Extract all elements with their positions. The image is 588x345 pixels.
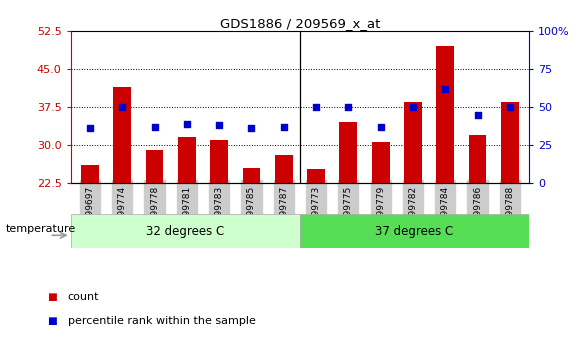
Bar xyxy=(372,142,389,183)
Bar xyxy=(501,102,519,183)
Point xyxy=(85,126,95,131)
Point xyxy=(182,121,192,126)
Point xyxy=(118,104,127,110)
Point xyxy=(279,124,289,129)
Bar xyxy=(81,165,99,183)
Bar xyxy=(242,168,260,183)
Bar xyxy=(146,150,163,183)
Point xyxy=(473,112,482,117)
Bar xyxy=(469,135,486,183)
Bar xyxy=(71,214,300,248)
Text: 37 degrees C: 37 degrees C xyxy=(375,225,454,238)
Point xyxy=(376,124,385,129)
Point xyxy=(505,104,514,110)
Bar xyxy=(300,214,529,248)
Bar xyxy=(307,169,325,183)
Text: 32 degrees C: 32 degrees C xyxy=(146,225,225,238)
Point xyxy=(215,122,224,128)
Point xyxy=(311,104,320,110)
Bar xyxy=(404,102,422,183)
Bar xyxy=(436,46,454,183)
Point xyxy=(440,86,450,91)
Bar xyxy=(211,140,228,183)
Bar xyxy=(178,137,196,183)
Point xyxy=(150,124,159,129)
Text: ■: ■ xyxy=(47,292,57,302)
Point xyxy=(408,104,417,110)
Point xyxy=(247,126,256,131)
Text: percentile rank within the sample: percentile rank within the sample xyxy=(68,316,256,326)
Title: GDS1886 / 209569_x_at: GDS1886 / 209569_x_at xyxy=(220,17,380,30)
Text: ■: ■ xyxy=(47,316,57,326)
Text: count: count xyxy=(68,292,99,302)
Bar xyxy=(113,87,131,183)
Bar xyxy=(339,122,358,183)
Point xyxy=(343,104,353,110)
Text: temperature: temperature xyxy=(6,225,76,234)
Bar xyxy=(275,155,293,183)
